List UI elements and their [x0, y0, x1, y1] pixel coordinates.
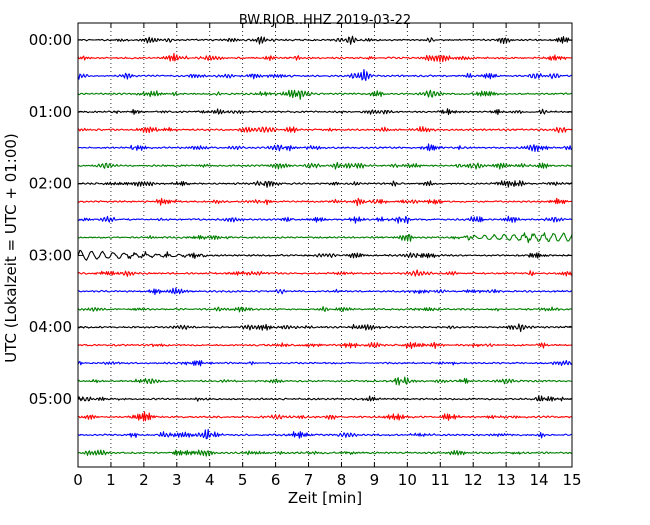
chart-title: BW.RJOB..HHZ 2019-03-22 — [239, 13, 411, 28]
x-tick-label: 1 — [106, 471, 116, 489]
trace-row-19 — [77, 376, 573, 386]
plot-frame — [77, 22, 573, 468]
trace-row-12 — [77, 249, 573, 261]
trace-row-11 — [77, 232, 573, 244]
trace-row-20 — [77, 395, 573, 402]
x-tick-label: 3 — [172, 471, 182, 489]
x-tick-label: 5 — [238, 471, 248, 489]
trace-row-5 — [77, 126, 573, 134]
y-tick-label: 03:00 — [29, 246, 72, 264]
trace-row-21 — [77, 411, 573, 422]
trace-row-8 — [77, 180, 573, 188]
trace-row-2 — [77, 68, 573, 82]
y-axis-label: UTC (Lokalzeit = UTC + 01:00) — [2, 133, 20, 363]
x-tick-label: 2 — [139, 471, 149, 489]
x-tick-label: 11 — [431, 471, 450, 489]
y-tick-label: 05:00 — [29, 390, 72, 408]
x-tick-label: 15 — [562, 471, 581, 489]
grid-lines — [110, 23, 540, 467]
x-tick-label: 9 — [370, 471, 380, 489]
trace-row-4 — [77, 108, 573, 116]
trace-row-1 — [77, 52, 573, 63]
trace-row-9 — [77, 197, 573, 207]
trace-row-3 — [77, 89, 573, 100]
trace-row-15 — [77, 306, 573, 313]
x-axis-ticks: 0 1 2 3 4 5 6 7 8 9 10 11 12 13 14 15 — [73, 23, 582, 489]
y-tick-label: 02:00 — [29, 175, 72, 193]
trace-row-14 — [77, 287, 573, 296]
trace-row-0 — [77, 35, 573, 45]
x-tick-label: 13 — [497, 471, 516, 489]
y-tick-label: 04:00 — [29, 318, 72, 336]
x-tick-label: 4 — [205, 471, 215, 489]
trace-row-23 — [77, 449, 573, 457]
x-tick-label: 8 — [337, 471, 347, 489]
trace-row-13 — [77, 269, 573, 277]
trace-row-22 — [77, 428, 573, 440]
seismic-traces — [77, 35, 573, 457]
x-tick-label: 7 — [304, 471, 314, 489]
y-axis-ticks: 00:00 01:00 02:00 03:00 04:00 05:00 — [29, 31, 572, 408]
x-tick-label: 10 — [398, 471, 417, 489]
y-tick-label: 01:00 — [29, 103, 72, 121]
x-tick-label: 12 — [464, 471, 483, 489]
y-tick-label: 00:00 — [29, 31, 72, 49]
trace-row-10 — [77, 215, 573, 224]
x-tick-label: 0 — [73, 471, 83, 489]
x-axis-label: Zeit [min] — [288, 489, 362, 507]
trace-row-7 — [77, 161, 573, 170]
x-tick-label: 6 — [271, 471, 281, 489]
trace-row-17 — [77, 341, 573, 350]
trace-row-16 — [77, 323, 573, 333]
trace-row-6 — [77, 143, 573, 153]
x-tick-label: 14 — [530, 471, 549, 489]
trace-row-18 — [77, 360, 573, 367]
